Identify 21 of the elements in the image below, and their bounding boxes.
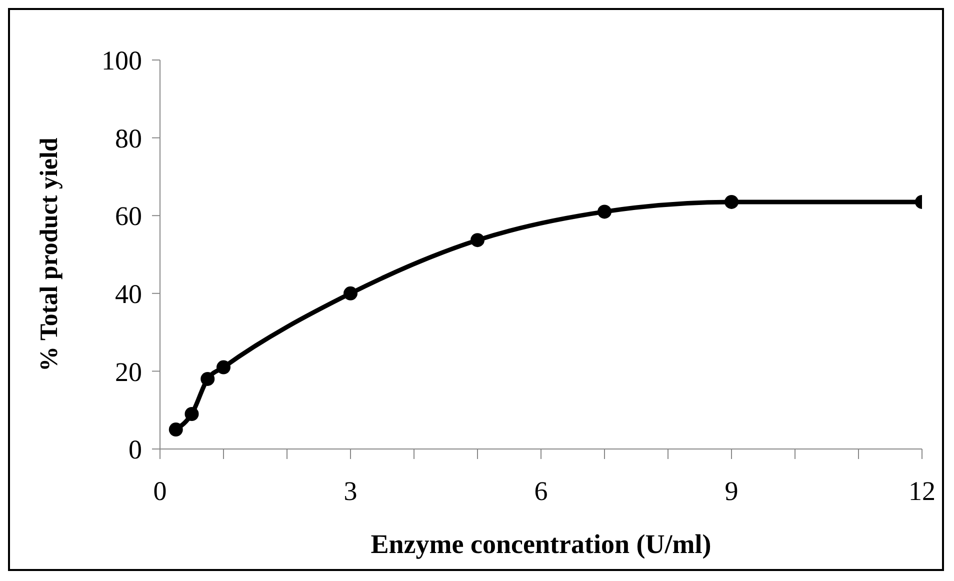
point (598, 204, 612, 219)
point (184, 406, 199, 421)
point (344, 286, 358, 300)
y-tick-label: 40 (115, 278, 142, 309)
y-tick-label: 80 (115, 123, 142, 154)
point (724, 194, 738, 209)
point (470, 233, 484, 248)
point (200, 372, 215, 386)
y-tick-label: 60 (115, 201, 142, 232)
x-tick-label: 6 (534, 476, 548, 506)
y-axis-title: % Total product yield (36, 138, 63, 372)
point (168, 422, 183, 437)
y-tick-label: 0 (128, 434, 142, 465)
y-tick-label: 100 (102, 46, 142, 76)
point (216, 360, 230, 374)
x-tick-label: 9 (724, 476, 738, 506)
x-tick-label: 3 (344, 476, 358, 506)
x-axis-title: Enzyme concentration (U/ml) (370, 529, 712, 559)
y-tick-label: 20 (115, 356, 142, 387)
x-tick-label: 12 (908, 476, 936, 506)
x-tick-label: 0 (153, 476, 167, 506)
